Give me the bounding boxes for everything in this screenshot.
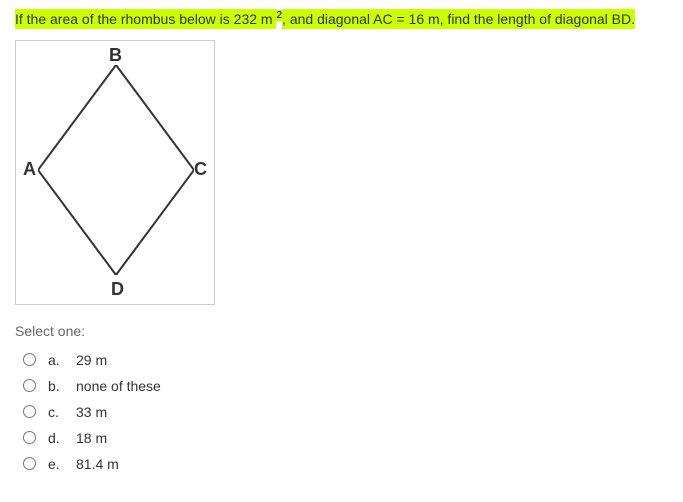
vertex-b-label: B <box>109 45 122 66</box>
option-d-text: 18 m <box>76 430 107 446</box>
option-c-text: 33 m <box>76 404 107 420</box>
option-a-text: 29 m <box>76 352 107 368</box>
vertex-d-label: D <box>111 279 124 300</box>
option-a-letter: a. <box>48 352 72 368</box>
radio-e[interactable] <box>23 457 36 470</box>
option-b[interactable]: b. none of these <box>15 373 668 399</box>
option-c-letter: c. <box>48 404 72 420</box>
option-a[interactable]: a. 29 m <box>15 347 668 373</box>
option-d[interactable]: d. 18 m <box>15 425 668 451</box>
radio-a[interactable] <box>23 353 36 366</box>
option-e[interactable]: e. 81.4 m <box>15 451 668 477</box>
question-text-prefix: If the area of the rhombus below is 232 … <box>15 9 276 29</box>
radio-b[interactable] <box>23 379 36 392</box>
question-text-suffix: , and diagonal AC = 16 m, find the lengt… <box>282 9 635 29</box>
question-container: If the area of the rhombus below is 232 … <box>15 10 668 30</box>
option-c[interactable]: c. 33 m <box>15 399 668 425</box>
rhombus-shape <box>38 65 194 275</box>
rhombus-polygon <box>38 65 194 275</box>
select-prompt: Select one: <box>15 323 668 339</box>
option-b-letter: b. <box>48 378 72 394</box>
radio-c[interactable] <box>23 405 36 418</box>
vertex-c-label: C <box>194 159 207 180</box>
rhombus-diagram: B A C D <box>15 40 215 305</box>
option-b-text: none of these <box>76 378 161 394</box>
vertex-a-label: A <box>23 159 36 180</box>
options-list: a. 29 m b. none of these c. 33 m d. 18 m… <box>15 347 668 477</box>
option-e-text: 81.4 m <box>76 456 119 472</box>
option-e-letter: e. <box>48 456 72 472</box>
option-d-letter: d. <box>48 430 72 446</box>
radio-d[interactable] <box>23 431 36 444</box>
